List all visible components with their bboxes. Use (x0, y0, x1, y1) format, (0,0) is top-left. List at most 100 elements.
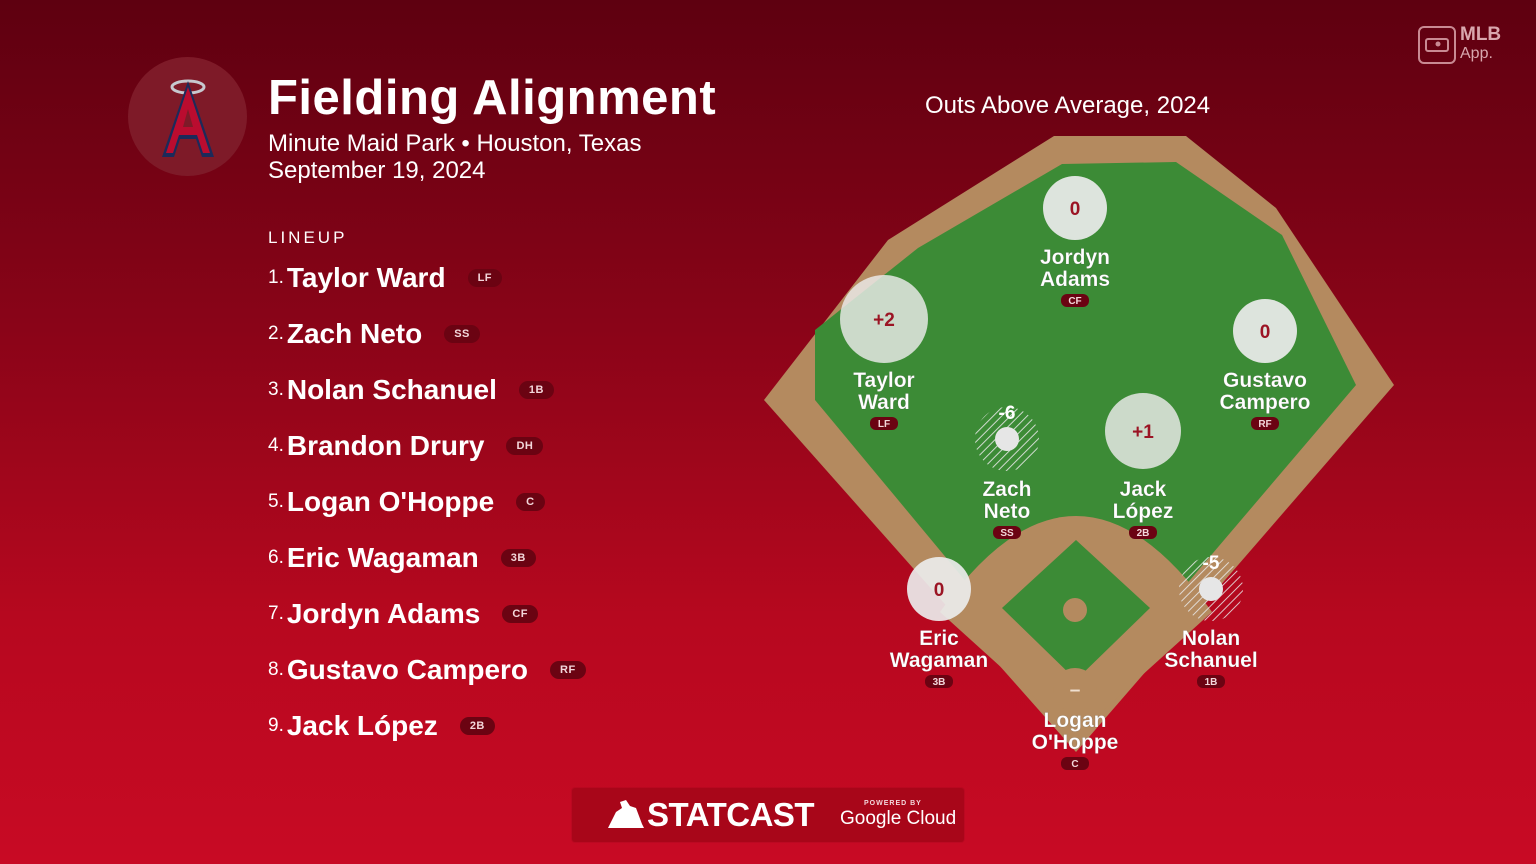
page-title: Fielding Alignment (268, 71, 717, 125)
lineup-row: 2. Zach Neto SS (268, 314, 480, 354)
position-badge: C (516, 493, 545, 511)
field-player-name: Jordyn (1040, 246, 1110, 269)
field-player-name: López (1113, 500, 1174, 523)
statcast-footer: STATCAST POWERED BY Google Cloud (572, 788, 964, 842)
powered-by-label: POWERED BY (864, 800, 922, 807)
oaa-value-label: -5 (1203, 553, 1220, 574)
angels-logo-icon (162, 79, 214, 157)
field-player-name: Campero (1219, 391, 1310, 414)
mlb-app-sublabel: App. (1460, 45, 1493, 62)
field-player-name: Nolan (1182, 627, 1240, 650)
player-name: Jack López (286, 710, 438, 741)
field-position-pill (1129, 526, 1157, 539)
oaa-value-label: 0 (934, 580, 945, 601)
game-date: September 19, 2024 (268, 157, 486, 184)
oaa-value-label: – (1070, 680, 1081, 701)
oaa-bubble (1233, 299, 1297, 363)
player-name: Eric Wagaman (286, 542, 479, 573)
position-badge: LF (467, 269, 503, 287)
player-name: Jordyn Adams (286, 598, 481, 629)
field-position-pill (870, 417, 898, 430)
lineup-heading: LINEUP (268, 228, 348, 247)
lineup-row: 4. Brandon Drury DH (268, 426, 544, 466)
batting-order-number: 3. (268, 379, 284, 400)
batting-order-number: 8. (268, 659, 284, 680)
field-position-label: 2B (1137, 528, 1150, 539)
batting-order-number: 9. (268, 715, 284, 736)
oaa-value-label: +2 (873, 310, 895, 331)
field-player-name: Jack (1120, 478, 1167, 501)
field-player-name: Taylor (853, 369, 914, 392)
google-cloud-label: Google Cloud (840, 808, 957, 829)
oaa-bubble (1043, 176, 1107, 240)
field-player-name: Adams (1040, 268, 1110, 291)
field-position-label: 3B (933, 677, 946, 688)
batter-silhouette-icon (608, 800, 644, 828)
field-position-pill (1251, 417, 1279, 430)
field-position-pill (1061, 757, 1089, 770)
field-position-label: SS (1000, 528, 1014, 539)
mlb-logo-icon (1418, 26, 1456, 64)
batting-order-number: 5. (268, 491, 284, 512)
oaa-bubble-core (1199, 577, 1223, 601)
field-position-pill (925, 675, 953, 688)
field-player-name: Ward (858, 391, 910, 414)
batting-order-number: 2. (268, 323, 284, 344)
field-position-label: CF (1068, 296, 1081, 307)
lineup-row: 1. Taylor Ward LF (268, 258, 503, 298)
mlb-app-label: MLB (1460, 24, 1502, 45)
field-position-pill (1197, 675, 1225, 688)
player-name: Zach Neto (286, 318, 423, 349)
field-player-name: O'Hoppe (1032, 731, 1119, 754)
field-player-name: Eric (919, 627, 959, 650)
mlb-app-badge[interactable]: MLB App. (1418, 24, 1513, 64)
player-name: Taylor Ward (286, 262, 446, 293)
batting-order-number: 4. (268, 435, 284, 456)
field-position-pill (993, 526, 1021, 539)
field-title: Outs Above Average, 2024 (925, 92, 1211, 119)
field-position-label: 1B (1205, 677, 1218, 688)
position-badge: 1B (518, 381, 554, 399)
oaa-bubble (840, 275, 928, 363)
batting-order-number: 7. (268, 603, 284, 624)
batting-order-number: 6. (268, 547, 284, 568)
position-badge: SS (444, 325, 480, 343)
team-logo (128, 57, 247, 176)
oaa-value-label: 0 (1070, 199, 1081, 220)
field-player-name: Schanuel (1164, 649, 1257, 672)
lineup-row: 9. Jack López 2B (268, 706, 495, 746)
lineup-row: 8. Gustavo Campero RF (268, 650, 586, 690)
player-name: Nolan Schanuel (286, 374, 497, 405)
statcast-brand: STATCAST (647, 796, 815, 833)
player-name: Brandon Drury (286, 430, 485, 461)
position-badge: DH (506, 437, 544, 455)
oaa-value-label: +1 (1132, 422, 1154, 443)
pitchers-mound (1063, 598, 1087, 622)
field-player-name: Gustavo (1223, 369, 1307, 392)
lineup-row: 6. Eric Wagaman 3B (268, 538, 536, 578)
field-player-name: Zach (982, 478, 1031, 501)
lineup-row: 5. Logan O'Hoppe C (268, 482, 545, 522)
oaa-bubble (907, 557, 971, 621)
player-name: Logan O'Hoppe (286, 486, 495, 517)
venue-subtitle: Minute Maid Park • Houston, Texas (268, 130, 642, 157)
field-position-label: C (1071, 759, 1078, 770)
field-player-name: Logan (1044, 709, 1107, 732)
player-name: Gustavo Campero (286, 654, 529, 685)
field-position-label: LF (878, 419, 890, 430)
position-badge: CF (502, 605, 538, 623)
oaa-bubble (1105, 393, 1181, 469)
position-badge: 3B (500, 549, 536, 567)
position-badge: RF (550, 661, 586, 679)
outfield-grass (815, 162, 1356, 714)
oaa-value-label: -6 (999, 403, 1016, 424)
lineup-row: 3. Nolan Schanuel 1B (268, 370, 554, 410)
lineup-row: 7. Jordyn Adams CF (268, 594, 538, 634)
home-plate-area (1053, 668, 1097, 712)
field-position-label: RF (1258, 419, 1271, 430)
oaa-bubble-core (995, 427, 1019, 451)
field-player-name: Wagaman (890, 649, 988, 672)
batting-order-number: 1. (268, 267, 284, 288)
oaa-value-label: 0 (1260, 322, 1271, 343)
